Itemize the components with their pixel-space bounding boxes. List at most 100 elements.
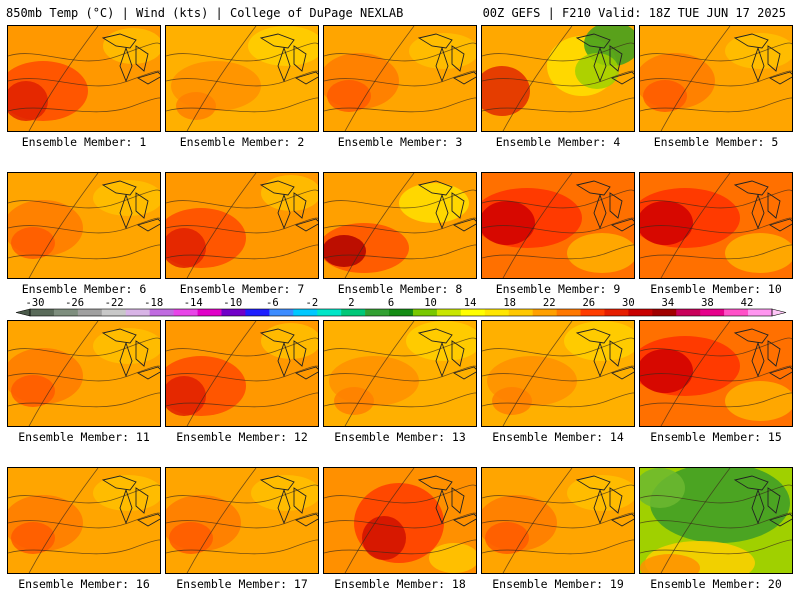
temperature-shading: [11, 522, 55, 554]
great-lakes-outline: [417, 180, 476, 232]
temperature-map: [165, 25, 319, 132]
colorbar-swatch: [221, 309, 246, 316]
ensemble-member-label: Ensemble Member: 7: [179, 282, 305, 296]
contour-line: [166, 244, 318, 260]
ensemble-panel: Ensemble Member: 6: [7, 172, 161, 301]
great-lakes-outline: [259, 475, 318, 527]
temperature-shading: [640, 201, 693, 245]
temperature-shading: [567, 233, 634, 273]
colorbar-swatch: [101, 309, 127, 316]
colorbar-tick-label: -18: [144, 297, 163, 309]
ensemble-member-label: Ensemble Member: 14: [492, 430, 624, 444]
contour-line: [344, 26, 415, 131]
colorbar-swatch: [700, 309, 725, 316]
great-lakes-outline: [259, 328, 318, 380]
temperature-shading: [429, 543, 476, 573]
ensemble-panel: Ensemble Member: 20: [639, 467, 793, 596]
colorbar-tick-label: 18: [503, 297, 516, 309]
contour-line: [324, 70, 476, 87]
temperature-shading: [725, 233, 792, 273]
contour-line: [640, 539, 792, 555]
ensemble-member-label: Ensemble Member: 12: [176, 430, 308, 444]
temperature-shading: [11, 375, 55, 407]
ensemble-panel: Ensemble Member: 5: [639, 25, 793, 154]
temperature-map: [7, 320, 161, 427]
ensemble-panel: Ensemble Member: 1: [7, 25, 161, 154]
colorbar-swatch: [748, 309, 773, 316]
colorbar-swatch: [317, 309, 342, 316]
contour-line: [482, 42, 634, 62]
contour-line: [640, 365, 792, 382]
temperature-shading: [248, 26, 318, 66]
contour-line: [8, 392, 160, 408]
colorbar-swatch: [724, 309, 749, 316]
ensemble-member-label: Ensemble Member: 2: [179, 135, 305, 149]
great-lakes-outline: [259, 180, 318, 232]
ensemble-panel: Ensemble Member: 8: [323, 172, 477, 301]
contour-line: [640, 512, 792, 529]
contour-line: [640, 70, 792, 87]
contour-line: [186, 26, 257, 131]
contour-line: [186, 321, 257, 426]
contour-line: [640, 97, 792, 113]
contour-line: [502, 173, 573, 278]
great-lakes-outline: [101, 328, 160, 380]
temperature-shading: [640, 468, 685, 508]
colorbar-swatch: [389, 309, 414, 316]
colorbar-swatch: [365, 309, 390, 316]
colorbar-tick-label: -26: [65, 297, 84, 309]
temperature-shading: [482, 66, 530, 116]
great-lakes-outline: [575, 180, 634, 232]
colorbar-swatch: [341, 309, 366, 316]
colorbar-tick-label: -14: [184, 297, 203, 309]
colorbar-swatch: [149, 309, 174, 316]
great-lakes-outline: [101, 475, 160, 527]
contour-line: [8, 97, 160, 113]
colorbar-tick-label: -10: [223, 297, 242, 309]
temperature-map: [323, 172, 477, 279]
model-run-info: 00Z GEFS | F210 Valid: 18Z TUE JUN 17 20…: [482, 6, 786, 20]
colorbar-tick-label: -6: [266, 297, 279, 309]
contour-line: [324, 244, 476, 260]
contour-line: [482, 392, 634, 408]
contour-line: [482, 484, 634, 504]
contour-line: [482, 70, 634, 87]
contour-line: [8, 365, 160, 382]
colorbar-swatch: [460, 309, 486, 316]
contour-line: [28, 321, 99, 426]
contour-line: [640, 484, 792, 504]
ensemble-panel: Ensemble Member: 19: [481, 467, 635, 596]
contour-line: [8, 244, 160, 260]
great-lakes-outline: [417, 475, 476, 527]
contour-line: [324, 512, 476, 529]
contour-line: [640, 42, 792, 62]
contour-line: [482, 97, 634, 113]
contour-line: [28, 468, 99, 573]
contour-line: [324, 365, 476, 382]
contour-line: [28, 26, 99, 131]
contour-line: [324, 42, 476, 62]
temperature-shading: [324, 235, 366, 267]
contour-line: [660, 321, 731, 426]
contour-line: [640, 244, 792, 260]
temperature-map: [323, 320, 477, 427]
contour-line: [324, 217, 476, 234]
ensemble-panel: Ensemble Member: 13: [323, 320, 477, 449]
ensemble-panel: Ensemble Member: 11: [7, 320, 161, 449]
ensemble-panel: Ensemble Member: 9: [481, 172, 635, 301]
contour-line: [166, 512, 318, 529]
colorbar-swatch: [125, 309, 150, 316]
colorbar-tick-label: -2: [306, 297, 319, 309]
contour-line: [166, 189, 318, 209]
temperature-shading: [640, 554, 700, 573]
contour-line: [8, 217, 160, 234]
contour-line: [8, 70, 160, 87]
colorbar-swatch: [628, 309, 653, 316]
contour-line: [8, 189, 160, 209]
great-lakes-outline: [259, 33, 318, 85]
colorbar-swatch: [173, 309, 198, 316]
contour-line: [640, 337, 792, 357]
temperature-shading: [8, 81, 48, 121]
contour-line: [482, 189, 634, 209]
temperature-map: [165, 172, 319, 279]
